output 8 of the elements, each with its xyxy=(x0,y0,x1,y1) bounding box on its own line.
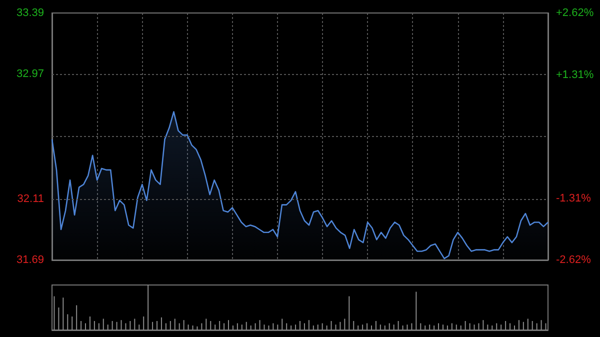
y2-tick-label: +2.62% xyxy=(556,7,594,19)
y2-tick-label: -1.31% xyxy=(556,192,592,204)
y-tick-label: 32.11 xyxy=(17,192,44,205)
y2-tick-label: +1.31% xyxy=(556,68,594,81)
y-tick-label: 31.69 xyxy=(16,254,44,266)
y-tick-label: 33.39 xyxy=(16,7,44,19)
y2-tick-label: -2.62% xyxy=(556,254,592,266)
y-tick-label: 32.97 xyxy=(16,68,44,80)
